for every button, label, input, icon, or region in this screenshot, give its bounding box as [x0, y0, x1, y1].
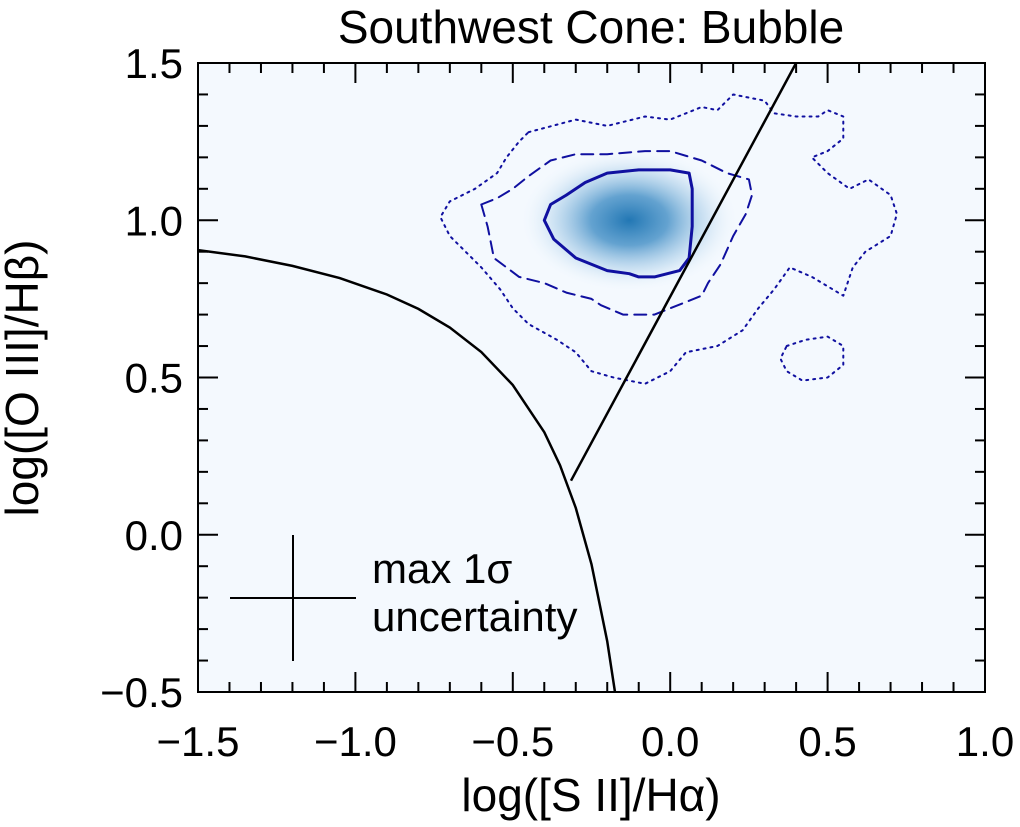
y-tick-label: 0.5	[125, 355, 183, 402]
y-tick-label: 0.0	[125, 512, 183, 559]
legend-text: max 1σ uncertainty	[372, 545, 577, 641]
contour-solid-0	[542, 168, 694, 279]
demarcation-line-1	[569, 63, 798, 482]
y-tick-label: −0.5	[100, 669, 183, 716]
ticks-layer	[197, 62, 986, 693]
uncertainty-cross	[230, 535, 356, 661]
y-tick-label: 1.0	[125, 197, 183, 244]
x-tick-label: 0.0	[641, 718, 699, 765]
lines-layer	[198, 63, 898, 692]
x-tick-label: −1.5	[157, 718, 240, 765]
y-tick-label: 1.5	[125, 40, 183, 87]
labels-layer: −1.5 −1.0 −0.5 0.0 0.5 1.0 −0.5 0.0 0.5 1.0 1.5	[100, 40, 1014, 765]
x-tick-label: 0.5	[798, 718, 856, 765]
x-tick-label: −1.0	[314, 718, 397, 765]
legend-line-1: max 1σ	[372, 545, 513, 592]
x-tick-label: −0.5	[471, 718, 554, 765]
chart-title: Southwest Cone: Bubble	[337, 1, 845, 53]
x-tick-label: 1.0	[956, 718, 1014, 765]
legend-line-2: uncertainty	[372, 593, 578, 640]
y-axis-label: log([O III]/Hβ)	[0, 239, 48, 517]
demarcation-line-0	[198, 248, 617, 692]
contour-dashed-1	[480, 150, 753, 316]
x-axis-label: log([S II]/Hα)	[461, 769, 721, 821]
